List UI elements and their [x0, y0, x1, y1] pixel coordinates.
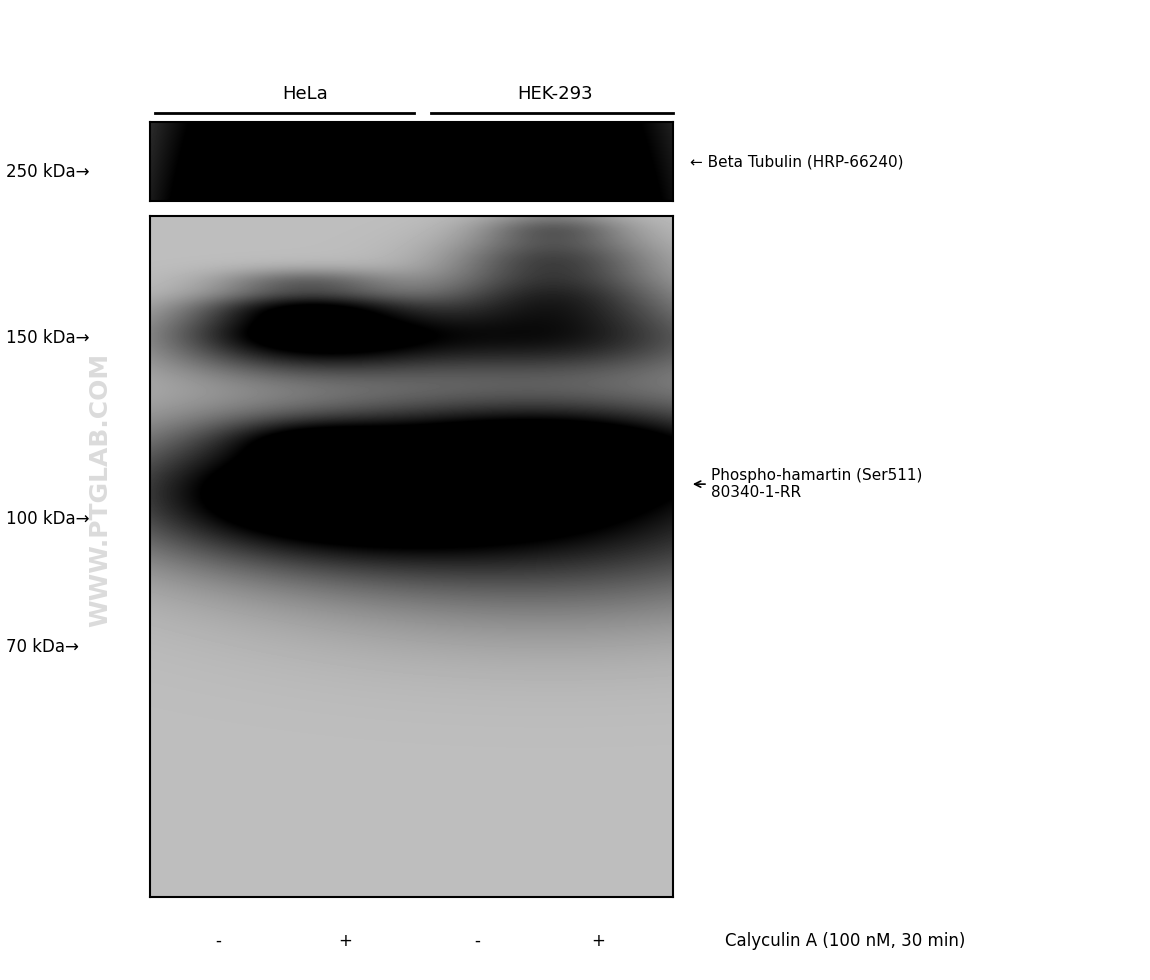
- Text: HEK-293: HEK-293: [518, 85, 593, 103]
- Text: 150 kDa→: 150 kDa→: [6, 329, 90, 347]
- Text: Calyculin A (100 nM, 30 min): Calyculin A (100 nM, 30 min): [724, 932, 966, 950]
- Text: +: +: [338, 932, 352, 950]
- Text: 70 kDa→: 70 kDa→: [6, 638, 78, 656]
- Text: HeLa: HeLa: [282, 85, 328, 103]
- Text: +: +: [591, 932, 605, 950]
- Text: -: -: [215, 932, 222, 950]
- Text: ← Beta Tubulin (HRP-66240): ← Beta Tubulin (HRP-66240): [690, 154, 904, 170]
- Text: 100 kDa→: 100 kDa→: [6, 511, 90, 528]
- Text: 250 kDa→: 250 kDa→: [6, 163, 90, 180]
- Text: WWW.PTGLAB.COM: WWW.PTGLAB.COM: [89, 353, 112, 627]
- Text: Phospho-hamartin (Ser511)
80340-1-RR: Phospho-hamartin (Ser511) 80340-1-RR: [695, 467, 922, 501]
- Text: -: -: [474, 932, 481, 950]
